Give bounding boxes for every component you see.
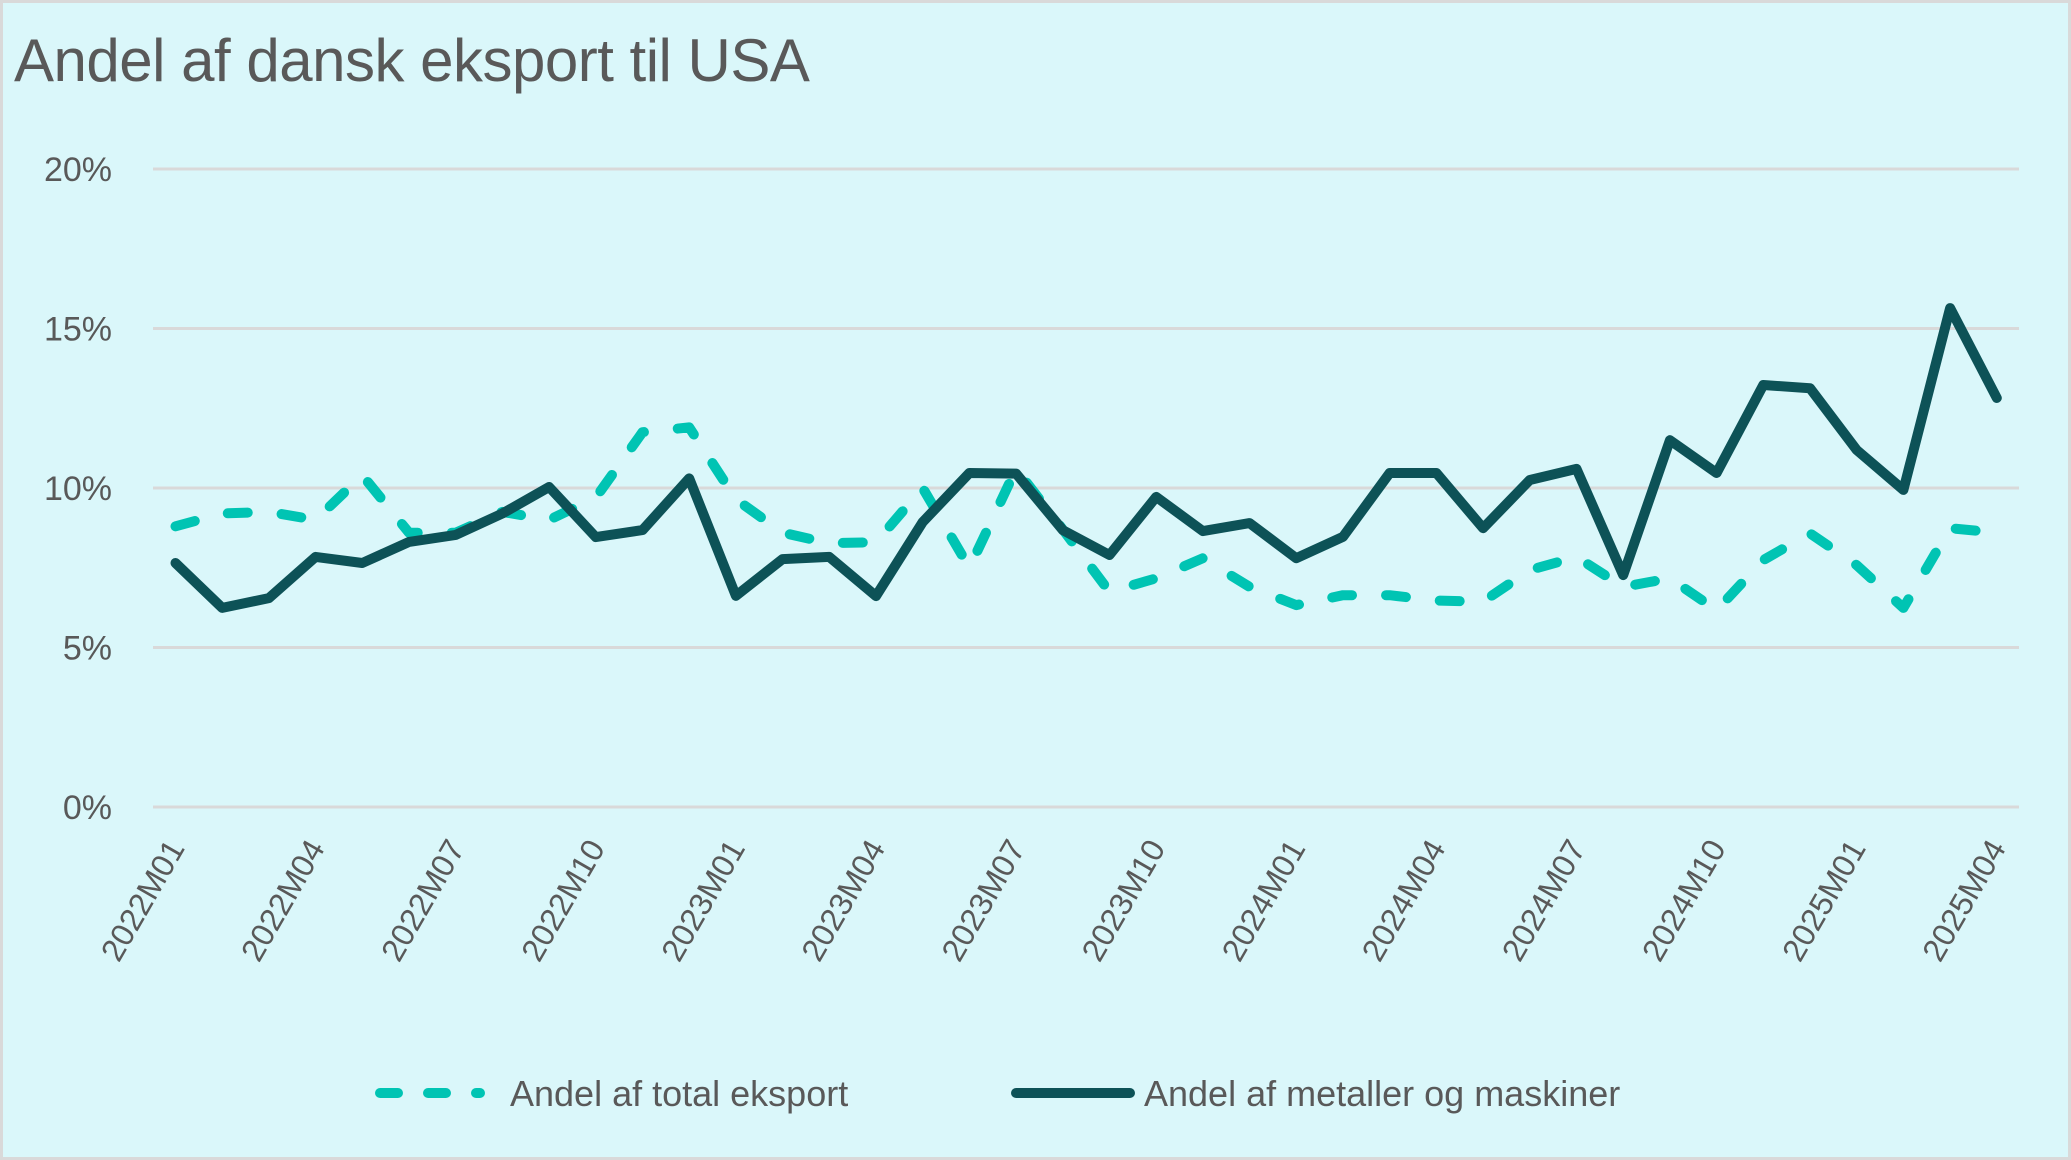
series-lines <box>170 303 2002 616</box>
y-axis: 0% 5% 10% 15% 20% <box>44 151 112 827</box>
legend-item-total-export[interactable]: Andel af total eksport <box>375 1073 848 1114</box>
x-tick-label: 2025M04 <box>1915 834 2013 968</box>
legend: Andel af total eksport Andel af metaller… <box>375 1073 1620 1114</box>
y-tick-label: 20% <box>44 151 112 189</box>
x-tick-label: 2025M01 <box>1775 834 1873 968</box>
gridlines <box>153 167 2019 809</box>
x-tick-label: 2022M04 <box>234 834 332 968</box>
y-tick-label: 5% <box>63 630 112 668</box>
x-axis: 2022M01 2022M04 2022M07 2022M10 2023M01 2023M… <box>94 834 2013 968</box>
x-tick-label: 2023M10 <box>1074 834 1172 968</box>
x-tick-label: 2022M07 <box>374 834 472 968</box>
x-tick-label: 2022M01 <box>94 834 192 968</box>
series-line-metals-machines <box>170 303 2002 613</box>
x-tick-label: 2024M10 <box>1635 834 1733 968</box>
x-tick-label: 2023M07 <box>934 834 1032 968</box>
y-tick-label: 10% <box>44 470 112 508</box>
legend-label: Andel af total eksport <box>510 1073 848 1114</box>
x-tick-label: 2023M04 <box>794 834 892 968</box>
x-tick-label: 2024M07 <box>1495 834 1593 968</box>
x-tick-label: 2023M01 <box>654 834 752 968</box>
y-tick-label: 15% <box>44 311 112 349</box>
y-tick-label: 0% <box>63 789 112 827</box>
x-tick-label: 2022M10 <box>514 834 612 968</box>
series-line-total-export <box>170 422 2002 616</box>
x-tick-label: 2024M01 <box>1214 834 1312 968</box>
legend-item-metals-machines[interactable]: Andel af metaller og maskiner <box>1011 1073 1620 1114</box>
legend-label: Andel af metaller og maskiner <box>1144 1073 1620 1114</box>
chart-title: Andel af dansk eksport til USA <box>14 27 810 94</box>
chart-frame <box>3 3 2068 1157</box>
x-tick-label: 2024M04 <box>1355 834 1453 968</box>
